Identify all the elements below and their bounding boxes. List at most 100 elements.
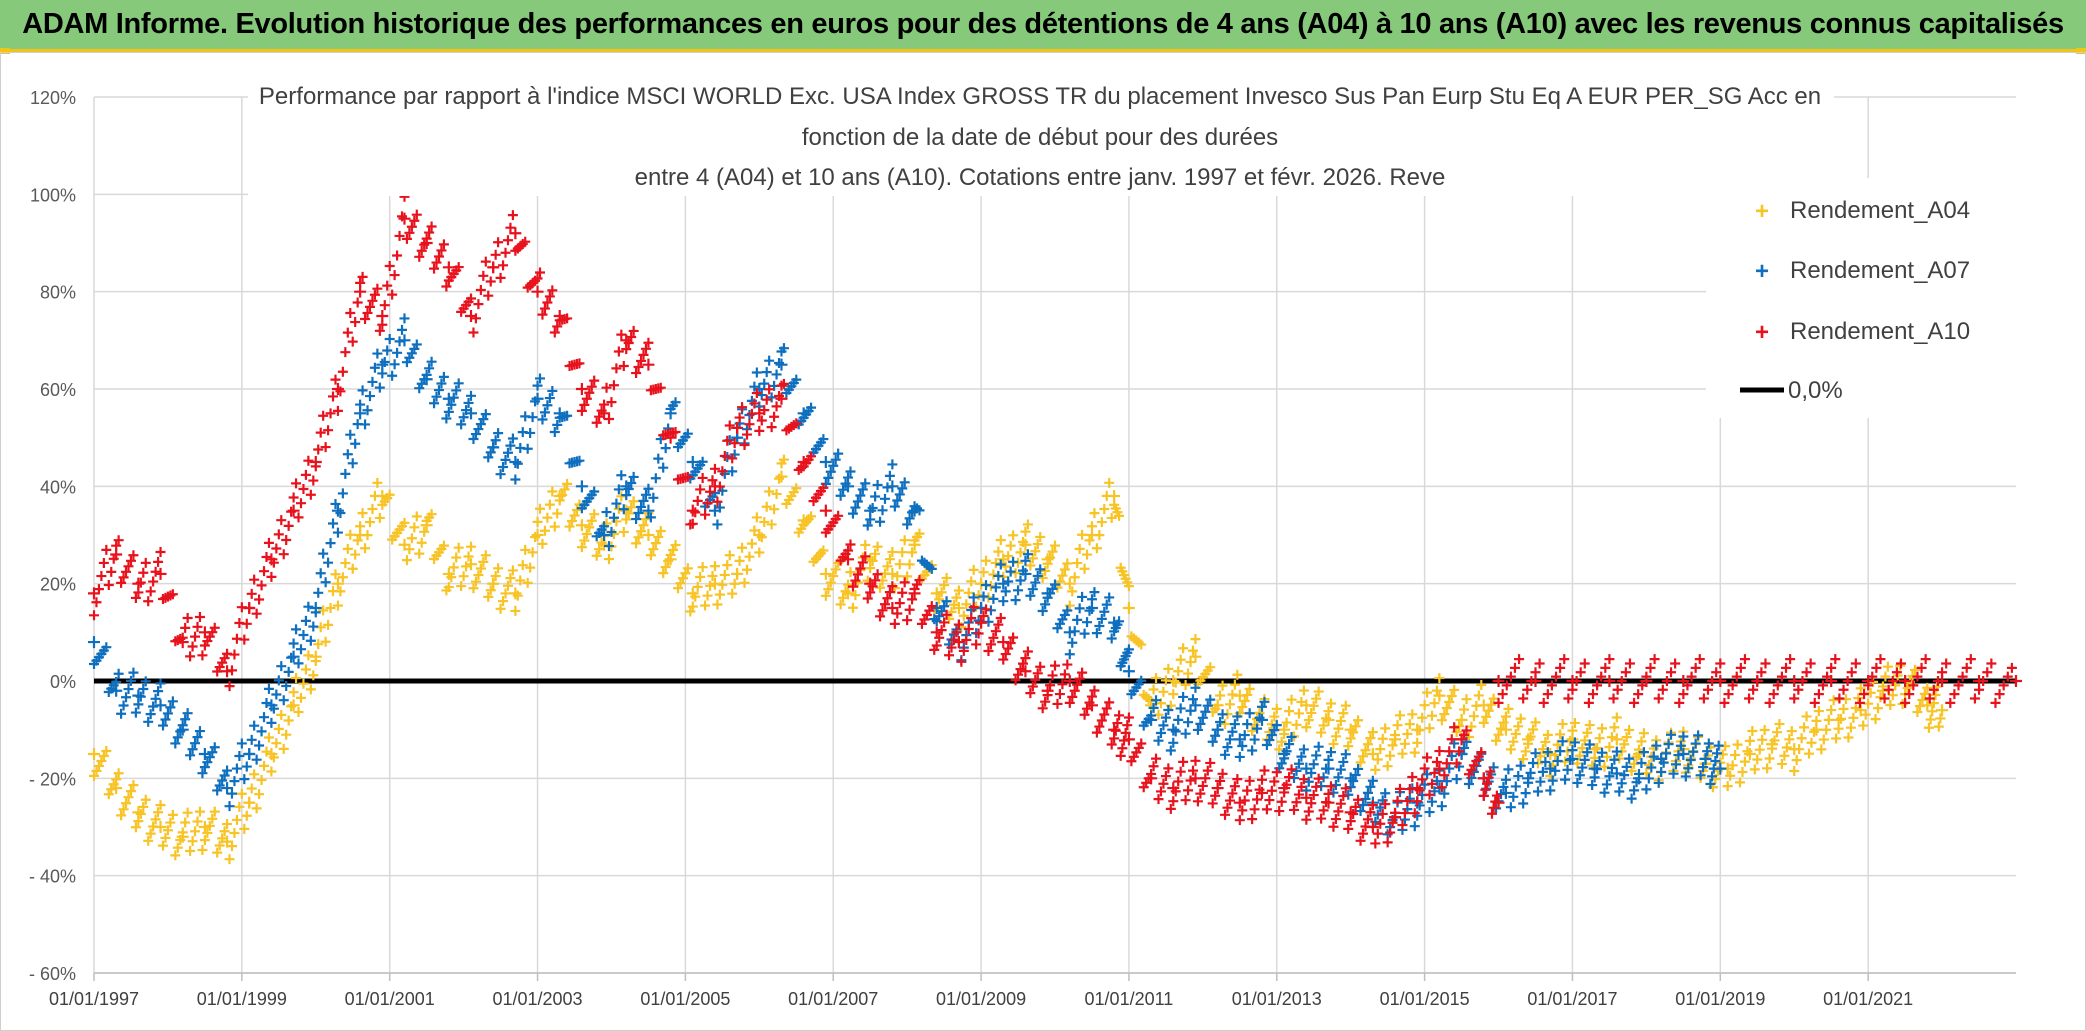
- series-marker-a10: [985, 639, 996, 650]
- series-marker-a07: [1242, 719, 1253, 730]
- series-marker-a04: [1244, 683, 1255, 694]
- series-marker-a07: [145, 709, 156, 720]
- series-marker-a07: [374, 382, 385, 393]
- series-marker-a07: [231, 763, 242, 774]
- series-marker-a07: [833, 448, 844, 459]
- series-marker-a10: [1620, 667, 1631, 678]
- series-marker-a04: [1069, 572, 1080, 583]
- series-marker-a10: [1871, 662, 1882, 673]
- series-marker-a07: [1668, 768, 1679, 779]
- series-marker-a07: [653, 453, 664, 464]
- series-marker-a10: [1900, 697, 1911, 708]
- data-point-a10: [930, 626, 943, 639]
- series-marker-a10: [389, 270, 400, 281]
- data-point-a04: [1344, 723, 1357, 736]
- series-marker-a04: [1609, 722, 1620, 733]
- series-marker-a04: [1382, 761, 1393, 772]
- series-marker-a04: [729, 578, 740, 589]
- series-marker-a04: [1619, 739, 1630, 750]
- data-point-a10: [1255, 786, 1268, 799]
- data-point-a10: [1529, 675, 1542, 687]
- series-marker-a07: [1010, 595, 1021, 606]
- series-marker-a07: [616, 470, 627, 481]
- series-marker-a10: [1563, 693, 1574, 704]
- data-point-a10: [1322, 796, 1335, 809]
- series-marker-a10: [271, 543, 282, 554]
- series-marker-a10: [1559, 654, 1570, 665]
- x-tick-label: 01/01/2013: [1232, 989, 1322, 1009]
- series-marker-a10: [130, 592, 141, 603]
- series-marker-a10: [190, 631, 201, 642]
- series-marker-a10: [1077, 667, 1088, 678]
- series-marker-a07: [1311, 750, 1322, 761]
- data-point-a04: [842, 587, 855, 600]
- series-marker-a10: [382, 280, 393, 291]
- series-marker-a07: [1025, 590, 1036, 601]
- series-marker-a10: [404, 227, 415, 238]
- series-marker-a07: [981, 580, 992, 591]
- series-marker-a10: [968, 602, 979, 613]
- series-marker-a10: [879, 599, 890, 610]
- series-marker-a04: [1429, 698, 1440, 709]
- series-marker-a04: [904, 559, 915, 570]
- series-marker-a04: [266, 766, 277, 777]
- series-marker-a07: [1249, 734, 1260, 745]
- series-marker-a07: [1210, 730, 1221, 741]
- series-marker-a07: [1104, 592, 1115, 603]
- data-point-a07: [575, 480, 588, 493]
- series-marker-a04: [204, 820, 215, 831]
- series-marker-a07: [1353, 763, 1364, 774]
- series-marker-a10: [1069, 685, 1080, 696]
- series-marker-a07: [458, 412, 469, 423]
- series-marker-a04: [1606, 732, 1617, 743]
- chart-title-background: [248, 76, 1834, 196]
- series-marker-a07: [926, 563, 937, 574]
- series-marker-a04: [1190, 634, 1201, 645]
- series-marker-a04: [1513, 721, 1524, 732]
- series-marker-a07: [1503, 764, 1514, 775]
- data-point-a07: [797, 407, 810, 420]
- series-marker-a10: [1616, 676, 1627, 686]
- series-marker-a10: [1271, 767, 1282, 778]
- series-marker-a07: [113, 668, 124, 679]
- series-marker-a04: [1858, 720, 1869, 731]
- series-marker-a07: [1185, 705, 1196, 716]
- series-marker-a07: [1298, 744, 1309, 755]
- series-marker-a07: [369, 362, 380, 373]
- series-marker-a04: [1338, 708, 1349, 719]
- data-point-a10: [1063, 675, 1076, 687]
- series-marker-a04: [1059, 564, 1070, 575]
- series-marker-a10: [1040, 696, 1051, 707]
- series-marker-a04: [1114, 510, 1125, 521]
- series-marker-a07: [1229, 719, 1240, 730]
- series-marker-a04: [586, 515, 597, 526]
- series-marker-a04: [1468, 711, 1479, 722]
- data-point-a10: [1122, 733, 1135, 746]
- series-marker-a04: [145, 828, 156, 839]
- series-marker-a07: [451, 385, 462, 396]
- series-marker-a07: [1190, 682, 1201, 693]
- series-marker-a10: [121, 566, 132, 577]
- series-marker-a04: [934, 594, 945, 605]
- series-marker-a10: [1104, 697, 1115, 708]
- series-marker-a07: [658, 462, 669, 473]
- series-marker-a04: [1419, 700, 1430, 711]
- series-marker-a04: [401, 555, 412, 566]
- series-marker-a04: [1050, 540, 1060, 551]
- series-marker-a10: [1941, 658, 1952, 669]
- data-point-a07: [176, 723, 189, 736]
- series-marker-a10: [436, 245, 447, 256]
- series-marker-a07: [1698, 762, 1709, 773]
- series-marker-a07: [389, 359, 400, 370]
- series-marker-a07: [1158, 720, 1169, 731]
- series-marker-a10: [1148, 761, 1159, 772]
- series-marker-a10: [1969, 693, 1980, 704]
- series-marker-a10: [1399, 808, 1410, 819]
- series-marker-a10: [103, 579, 114, 590]
- series-marker-a10: [1491, 790, 1502, 801]
- series-marker-a10: [426, 221, 437, 232]
- data-point-a10: [2010, 675, 2022, 687]
- series-marker-a07: [1284, 739, 1295, 750]
- series-marker-a07: [315, 568, 326, 579]
- series-marker-a10: [875, 611, 886, 622]
